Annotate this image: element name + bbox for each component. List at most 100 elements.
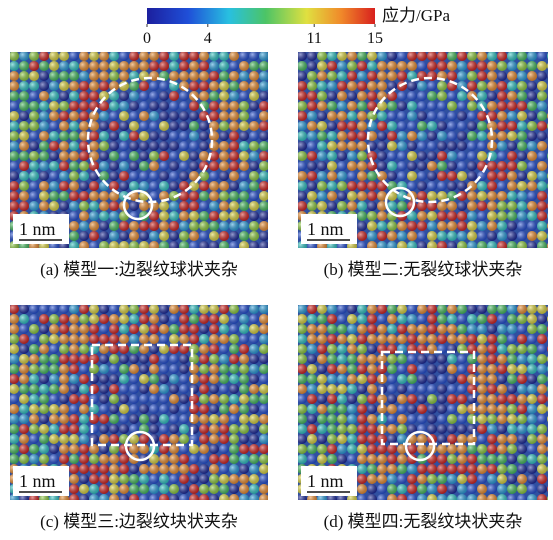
atom-shade [347, 91, 357, 101]
atom-shade [357, 181, 367, 191]
atom-shade [219, 434, 229, 444]
atom-shade [239, 51, 249, 61]
atom-shade [39, 151, 49, 161]
atom-shade [387, 161, 397, 171]
atom-shade [159, 384, 169, 394]
atom-shade [297, 424, 307, 434]
atom-shade [189, 384, 199, 394]
atom-shade [387, 314, 397, 324]
atom-shade [79, 171, 89, 181]
atom-shade [367, 71, 377, 81]
atom-shade [79, 91, 89, 101]
atom-shade [119, 231, 129, 241]
atom-shade [189, 464, 199, 474]
atom-shade [109, 404, 119, 414]
atom-shade [189, 324, 199, 334]
atom-shade [337, 161, 347, 171]
atom-shade [497, 191, 507, 201]
atom-shade [537, 151, 547, 161]
atom-shade [149, 494, 159, 504]
atom-shade [239, 434, 249, 444]
atom-shade [19, 101, 29, 111]
atom-shade [159, 231, 169, 241]
atom-shade [169, 394, 179, 404]
atom-shade [189, 394, 199, 404]
atom-shade [69, 161, 79, 171]
atom-shade [457, 211, 467, 221]
atom-shade [199, 141, 209, 151]
atom-shade [229, 484, 239, 494]
atom-shade [527, 141, 537, 151]
atom-shade [59, 131, 69, 141]
atom-shade [437, 494, 447, 504]
atom-shade [259, 494, 269, 504]
atom-shade [179, 131, 189, 141]
atom-shade [259, 131, 269, 141]
atom-shade [229, 61, 239, 71]
atom-shade [467, 374, 477, 384]
atom-shade [387, 384, 397, 394]
atom-shade [477, 181, 487, 191]
atom-shade [407, 404, 417, 414]
atom-shade [317, 181, 327, 191]
atom-shade [397, 61, 407, 71]
atom-shade [407, 51, 417, 61]
atom-shade [79, 404, 89, 414]
atom-shade [249, 211, 259, 221]
atom-shade [377, 494, 387, 504]
atom-shade [259, 384, 269, 394]
atom-shade [487, 424, 497, 434]
atom-shade [139, 71, 149, 81]
atom-shade [219, 191, 229, 201]
atom-shade [487, 304, 497, 314]
atom-shade [49, 304, 59, 314]
atom-shade [59, 424, 69, 434]
atom-shade [229, 414, 239, 424]
atom-shade [159, 434, 169, 444]
atom-shade [199, 354, 209, 364]
atom-shade [259, 221, 269, 231]
atom-shade [417, 434, 427, 444]
atom-shade [39, 314, 49, 324]
atom-shade [109, 71, 119, 81]
atom-shade [517, 141, 527, 151]
atom-shade [119, 394, 129, 404]
atom-shade [149, 374, 159, 384]
atom-shade [437, 241, 447, 251]
atom-shade [347, 374, 357, 384]
atom-shade [259, 304, 269, 314]
atom-shade [417, 404, 427, 414]
atom-shade [527, 404, 537, 414]
atom-shade [527, 241, 537, 251]
atom-shade [387, 424, 397, 434]
atom-shade [159, 211, 169, 221]
atom-shade [397, 374, 407, 384]
atom-shade [209, 314, 219, 324]
atom-shade [239, 101, 249, 111]
atom-shade [317, 424, 327, 434]
atom-shade [327, 131, 337, 141]
atom-shade [417, 354, 427, 364]
atom-shade [49, 141, 59, 151]
atom-shade [39, 344, 49, 354]
atom-shade [129, 241, 139, 251]
atom-shade [417, 314, 427, 324]
atom-shade [487, 91, 497, 101]
atom-shade [139, 181, 149, 191]
atom-shade [109, 111, 119, 121]
atom-shade [337, 91, 347, 101]
atom-shade [159, 474, 169, 484]
atom-shade [119, 384, 129, 394]
atom-shade [179, 484, 189, 494]
atom-shade [407, 354, 417, 364]
atom-shade [517, 464, 527, 474]
atom-shade [249, 464, 259, 474]
atom-shade [189, 191, 199, 201]
atom-shade [9, 111, 19, 121]
atom-shade [59, 384, 69, 394]
atom-shade [99, 384, 109, 394]
atom-shade [497, 474, 507, 484]
atom-shade [307, 201, 317, 211]
atom-shade [109, 364, 119, 374]
atom-shade [69, 304, 79, 314]
